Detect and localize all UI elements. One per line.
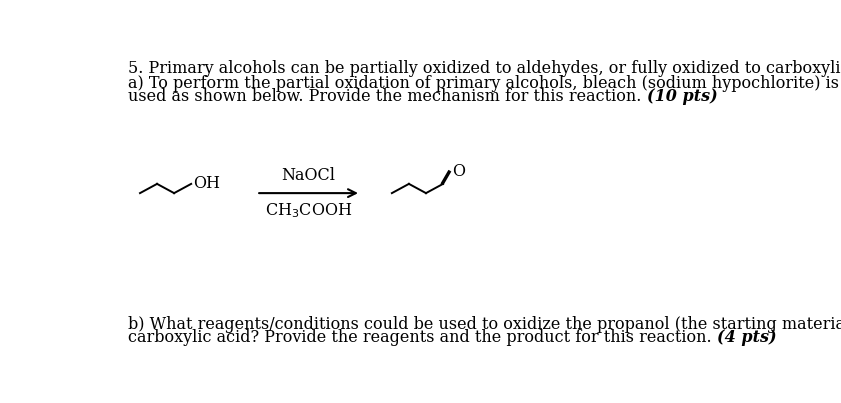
Text: b) What reagents/conditions could be used to oxidize the propanol (the starting : b) What reagents/conditions could be use… <box>129 316 841 333</box>
Text: a) To perform the partial oxidation of primary alcohols, bleach (sodium hypochlo: a) To perform the partial oxidation of p… <box>129 75 841 92</box>
Text: NaOCl: NaOCl <box>282 167 336 184</box>
Text: O: O <box>452 163 465 181</box>
Text: OH: OH <box>193 175 220 192</box>
Text: used as shown below. Provide the mechanism for this reaction.: used as shown below. Provide the mechani… <box>129 87 647 105</box>
Text: 5. Primary alcohols can be partially oxidized to aldehydes, or fully oxidized to: 5. Primary alcohols can be partially oxi… <box>129 60 841 77</box>
Text: (10 pts): (10 pts) <box>647 87 717 105</box>
Text: carboxylic acid? Provide the reagents and the product for this reaction.: carboxylic acid? Provide the reagents an… <box>129 328 717 346</box>
Text: CH$_3$COOH: CH$_3$COOH <box>265 201 352 220</box>
Text: (4 pts): (4 pts) <box>717 328 777 346</box>
